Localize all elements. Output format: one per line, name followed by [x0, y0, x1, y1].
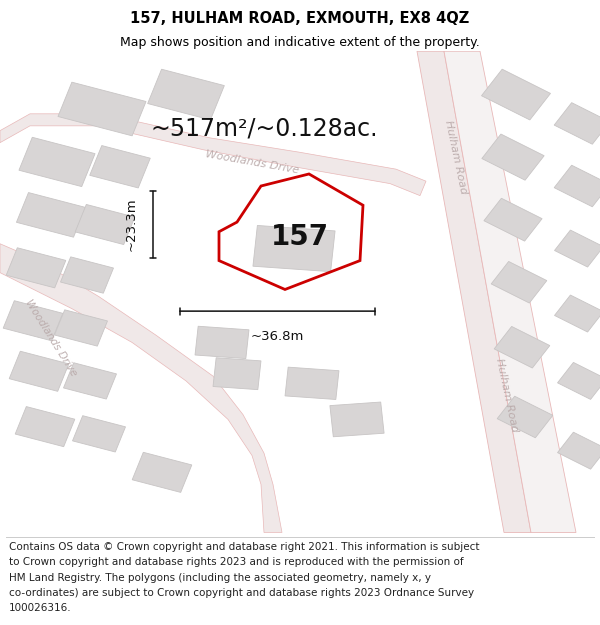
- Polygon shape: [253, 226, 335, 272]
- Text: 157: 157: [271, 222, 329, 251]
- Text: ~36.8m: ~36.8m: [251, 331, 304, 343]
- Text: 100026316.: 100026316.: [9, 603, 71, 613]
- Polygon shape: [61, 257, 113, 293]
- Polygon shape: [90, 146, 150, 188]
- Polygon shape: [55, 310, 107, 346]
- Polygon shape: [417, 51, 531, 532]
- Text: Woodlands Drive: Woodlands Drive: [205, 149, 299, 175]
- Text: Hulham Road: Hulham Road: [494, 357, 520, 433]
- Polygon shape: [554, 295, 600, 332]
- Polygon shape: [0, 114, 426, 196]
- Polygon shape: [64, 362, 116, 399]
- Text: ~517m²/~0.128ac.: ~517m²/~0.128ac.: [150, 116, 378, 140]
- Text: Map shows position and indicative extent of the property.: Map shows position and indicative extent…: [120, 36, 480, 49]
- Polygon shape: [195, 326, 249, 359]
- Polygon shape: [148, 69, 224, 120]
- Polygon shape: [16, 192, 86, 237]
- Polygon shape: [213, 357, 261, 389]
- Polygon shape: [494, 326, 550, 368]
- Polygon shape: [554, 102, 600, 144]
- Polygon shape: [0, 244, 282, 532]
- Polygon shape: [6, 248, 66, 288]
- Polygon shape: [19, 138, 95, 187]
- Polygon shape: [9, 351, 69, 391]
- Polygon shape: [554, 230, 600, 267]
- Polygon shape: [444, 51, 576, 532]
- Polygon shape: [285, 367, 339, 399]
- Polygon shape: [132, 452, 192, 493]
- Polygon shape: [330, 402, 384, 437]
- Polygon shape: [58, 82, 146, 136]
- Text: Hulham Road: Hulham Road: [443, 119, 469, 195]
- Polygon shape: [481, 69, 551, 120]
- Text: ~23.3m: ~23.3m: [125, 198, 138, 251]
- Polygon shape: [491, 261, 547, 303]
- Polygon shape: [73, 416, 125, 452]
- Polygon shape: [15, 407, 75, 447]
- Polygon shape: [554, 165, 600, 207]
- Polygon shape: [75, 204, 135, 244]
- Polygon shape: [3, 301, 63, 341]
- Text: 157, HULHAM ROAD, EXMOUTH, EX8 4QZ: 157, HULHAM ROAD, EXMOUTH, EX8 4QZ: [130, 11, 470, 26]
- Polygon shape: [557, 362, 600, 399]
- Text: Woodlands Drive: Woodlands Drive: [23, 298, 79, 378]
- Text: HM Land Registry. The polygons (including the associated geometry, namely x, y: HM Land Registry. The polygons (includin…: [9, 572, 431, 582]
- Polygon shape: [497, 396, 553, 437]
- Polygon shape: [482, 134, 544, 180]
- Text: to Crown copyright and database rights 2023 and is reproduced with the permissio: to Crown copyright and database rights 2…: [9, 558, 464, 568]
- Polygon shape: [484, 198, 542, 241]
- Text: co-ordinates) are subject to Crown copyright and database rights 2023 Ordnance S: co-ordinates) are subject to Crown copyr…: [9, 588, 474, 598]
- Text: Contains OS data © Crown copyright and database right 2021. This information is : Contains OS data © Crown copyright and d…: [9, 542, 479, 552]
- Polygon shape: [557, 432, 600, 469]
